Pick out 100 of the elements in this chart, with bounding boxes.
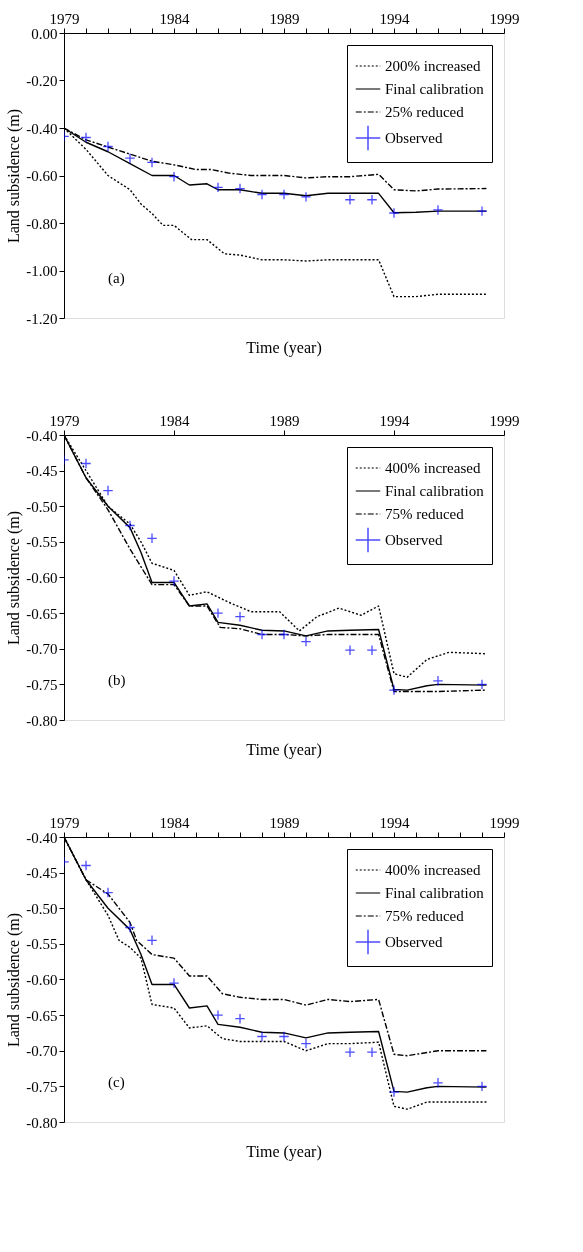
point — [212, 1009, 224, 1021]
x-tick-label: 1999 — [489, 10, 520, 27]
point — [212, 181, 224, 193]
point — [146, 934, 158, 946]
point — [300, 636, 312, 648]
point — [146, 532, 158, 544]
point — [388, 207, 400, 219]
y-tick-label: -1.00 — [26, 263, 58, 279]
point — [432, 204, 444, 216]
point — [388, 684, 400, 696]
point — [366, 644, 378, 656]
legend-label: 75% reduced — [385, 506, 465, 522]
point — [234, 1013, 246, 1025]
y-tick-label: -0.80 — [26, 1114, 58, 1131]
legend-label: Final calibration — [385, 885, 485, 901]
y-tick-label: -0.55 — [26, 936, 58, 953]
point — [344, 644, 356, 656]
x-tick-label: 1994 — [379, 412, 410, 429]
y-tick-label: -0.75 — [26, 1078, 58, 1095]
x-tick-label: 1989 — [269, 412, 300, 429]
point — [278, 1031, 290, 1042]
y-tick-label: -0.65 — [26, 605, 58, 622]
point — [344, 194, 356, 206]
point — [278, 629, 290, 640]
x-tick-label: 1999 — [489, 814, 520, 831]
x-axis-title: Time (year) — [246, 1143, 322, 1161]
legend-label: Observed — [385, 130, 443, 146]
point — [124, 152, 136, 164]
y-tick-label: -0.75 — [26, 676, 58, 693]
point — [102, 887, 114, 898]
point — [168, 977, 180, 989]
x-tick-label: 1994 — [379, 10, 410, 27]
y-tick-label: -0.40 — [26, 427, 58, 444]
x-tick-label: 1989 — [269, 814, 300, 831]
point — [80, 132, 92, 143]
point — [256, 629, 268, 640]
point — [256, 1031, 268, 1042]
point — [124, 922, 136, 933]
legend-label: 75% reduced — [385, 908, 465, 924]
legend-label: 200% increased — [385, 58, 481, 74]
legend-label: Final calibration — [385, 81, 485, 97]
point — [432, 1077, 444, 1089]
y-tick-label: -0.55 — [26, 534, 58, 551]
legend-label: 400% increased — [385, 460, 481, 476]
point — [234, 183, 246, 194]
point — [102, 485, 114, 496]
point — [278, 189, 290, 200]
point — [476, 678, 488, 690]
legend-label: Observed — [385, 532, 443, 548]
x-axis-title: Time (year) — [246, 339, 322, 357]
annotation: (c) — [108, 1074, 125, 1092]
point — [388, 1086, 400, 1098]
y-tick-label: -0.80 — [26, 712, 58, 729]
point — [300, 191, 312, 203]
point — [80, 860, 92, 871]
y-tick-label: -0.60 — [26, 168, 58, 184]
point — [168, 575, 180, 587]
point — [476, 205, 488, 217]
point — [102, 141, 114, 152]
y-tick-label: -0.70 — [26, 1043, 58, 1060]
point — [80, 458, 92, 469]
x-tick-label: 1999 — [489, 412, 520, 429]
point — [300, 1038, 312, 1050]
y-axis-title: Land subsidence (m) — [5, 912, 24, 1048]
x-tick-label: 1989 — [269, 10, 300, 27]
point — [146, 157, 158, 168]
y-tick-label: -0.45 — [26, 463, 58, 480]
point — [366, 194, 378, 206]
point — [168, 171, 180, 183]
x-tick-label: 1984 — [159, 412, 190, 429]
y-axis-title: Land subsidence (m) — [5, 510, 24, 646]
x-tick-label: 1979 — [49, 814, 80, 831]
x-tick-label: 1994 — [379, 814, 410, 831]
y-tick-label: -0.50 — [26, 498, 58, 515]
annotation: (b) — [108, 672, 126, 690]
point — [234, 611, 246, 623]
point — [366, 1046, 378, 1058]
y-tick-label: -0.60 — [26, 570, 58, 586]
x-tick-label: 1979 — [49, 412, 80, 429]
point — [432, 675, 444, 687]
annotation: (a) — [108, 270, 125, 288]
point — [212, 607, 224, 619]
y-tick-label: -0.80 — [26, 215, 58, 232]
point — [124, 520, 136, 531]
y-tick-label: -0.20 — [26, 73, 58, 89]
y-tick-label: -1.20 — [26, 310, 58, 327]
point — [476, 1080, 488, 1092]
y-tick-label: -0.70 — [26, 641, 58, 658]
y-tick-label: -0.50 — [26, 900, 58, 917]
y-tick-label: -0.40 — [26, 120, 58, 137]
legend-label: 25% reduced — [385, 104, 465, 120]
point — [344, 1046, 356, 1058]
legend-label: Final calibration — [385, 483, 485, 499]
x-tick-label: 1984 — [159, 10, 190, 27]
point — [256, 189, 268, 200]
y-tick-label: -0.45 — [26, 865, 58, 882]
x-axis-title: Time (year) — [246, 741, 322, 759]
y-tick-label: -0.60 — [26, 972, 58, 988]
x-tick-label: 1984 — [159, 814, 190, 831]
x-tick-label: 1979 — [49, 10, 80, 27]
